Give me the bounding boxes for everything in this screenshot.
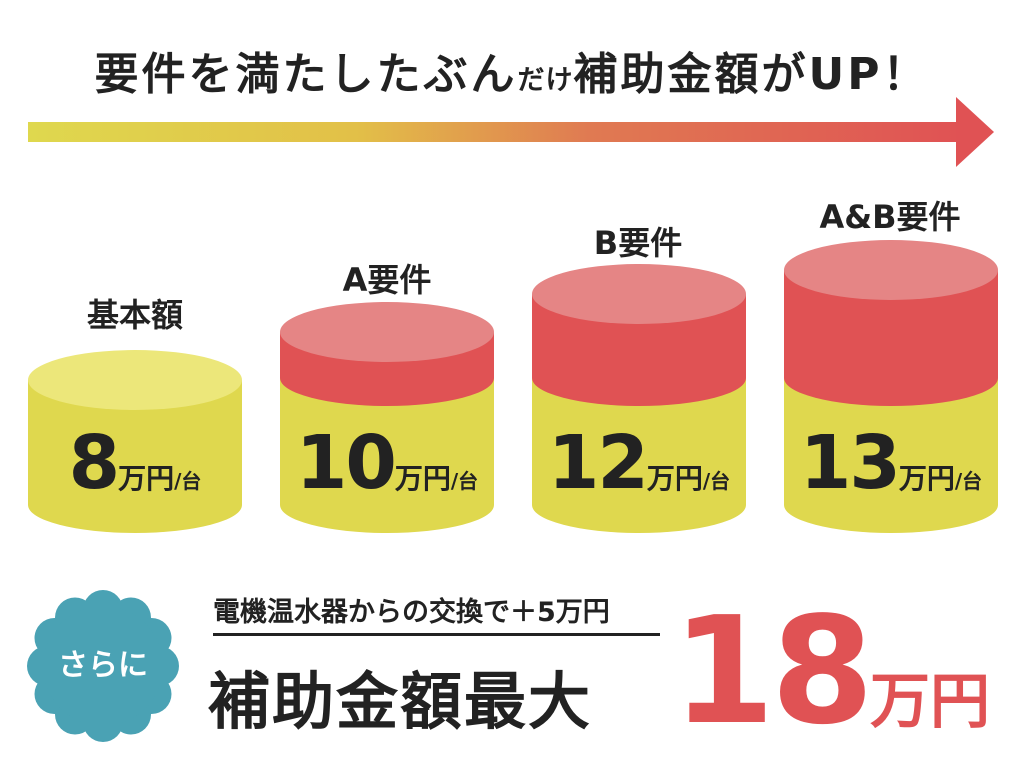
headline: 要件を満たしたぶんだけ補助金額がUP！: [0, 38, 1024, 102]
cylinder-a: [280, 302, 494, 533]
amount-per: /台: [702, 469, 731, 493]
amount-unit: 万円: [898, 462, 955, 495]
amount-unit: 万円: [394, 462, 451, 495]
headline-part1: 要件を満たしたぶん: [94, 49, 518, 100]
bonus-max-amount: 18万円: [672, 585, 990, 757]
tier-label-basic: 基本額: [86, 296, 183, 334]
scalloped-badge-icon: [27, 590, 179, 742]
cylinder-b: [532, 264, 746, 533]
tier-label-ab: A&B要件: [819, 198, 961, 236]
amount-number: 13: [799, 420, 901, 506]
tier-amount-b: 12万円/台: [529, 420, 749, 506]
amount-unit: 万円: [646, 462, 703, 495]
amount-per: /台: [450, 469, 479, 493]
amount-number: 10: [295, 420, 397, 506]
cylinder-ab: [784, 240, 998, 533]
bonus-subtitle: 電機温水器からの交換で＋5万円: [213, 590, 660, 636]
amount-number: 8: [68, 420, 120, 506]
amount-per: /台: [174, 469, 202, 493]
tier-label-b: B要件: [593, 224, 683, 262]
cylinder-basic: [28, 350, 242, 533]
bonus-main-text: 補助金額最大: [208, 665, 593, 738]
max-amount-unit: 万円: [869, 667, 990, 737]
headline-part3: 補助金額がUP！: [573, 49, 930, 100]
tier-amount-ab: 13万円/台: [781, 420, 1001, 506]
amount-number: 12: [547, 420, 649, 506]
arrow-shaft: [28, 122, 963, 142]
badge-label: さらに: [58, 648, 148, 683]
headline-part2: だけ: [517, 65, 574, 96]
amount-unit: 万円: [118, 462, 175, 495]
arrow-head: [956, 97, 994, 167]
amount-per: /台: [954, 469, 983, 493]
badge-core: [43, 606, 163, 726]
tier-amount-a: 10万円/台: [277, 420, 497, 506]
tier-label-a: A要件: [342, 261, 432, 299]
gradient-arrow-icon: [28, 97, 994, 167]
max-amount-number: 18: [672, 585, 874, 757]
tier-amount-basic: 8万円/台: [25, 420, 245, 506]
